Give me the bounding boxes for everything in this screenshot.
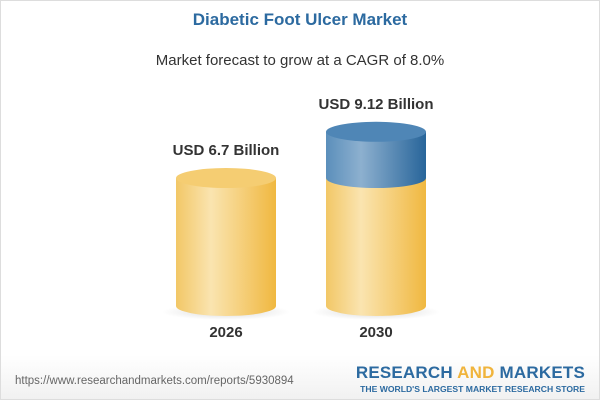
data-label: USD 9.12 Billion bbox=[318, 96, 433, 113]
report-url[interactable]: https://www.researchandmarkets.com/repor… bbox=[15, 375, 294, 387]
research-and-markets-logo: RESEARCH AND MARKETS THE WORLD'S LARGEST… bbox=[356, 363, 585, 394]
logo-word: RESEARCH bbox=[355, 363, 453, 382]
base-cylinder-body bbox=[176, 178, 276, 316]
base-cylinder-top bbox=[176, 168, 276, 189]
base-cylinder-body bbox=[326, 178, 426, 316]
category-label: 2030 bbox=[359, 324, 392, 341]
chart-title: Diabetic Foot Ulcer Market bbox=[192, 10, 408, 29]
data-label: USD 6.7 Billion bbox=[173, 142, 280, 159]
growth-cylinder-top bbox=[326, 121, 426, 142]
logo-word: MARKETS bbox=[499, 363, 585, 382]
growth-cylinder-body bbox=[326, 131, 426, 189]
cylinder-chart: USD 6.7 Billion 2026 USD 9.12 Billion 2030 bbox=[162, 96, 440, 341]
category-label: 2026 bbox=[209, 324, 242, 341]
chart-subtitle: Market forecast to grow at a CAGR of 8.0… bbox=[155, 52, 445, 69]
logo-word: AND bbox=[457, 363, 495, 382]
footer bbox=[1, 355, 599, 399]
logo-tagline: THE WORLD'S LARGEST MARKET RESEARCH STOR… bbox=[360, 384, 585, 394]
